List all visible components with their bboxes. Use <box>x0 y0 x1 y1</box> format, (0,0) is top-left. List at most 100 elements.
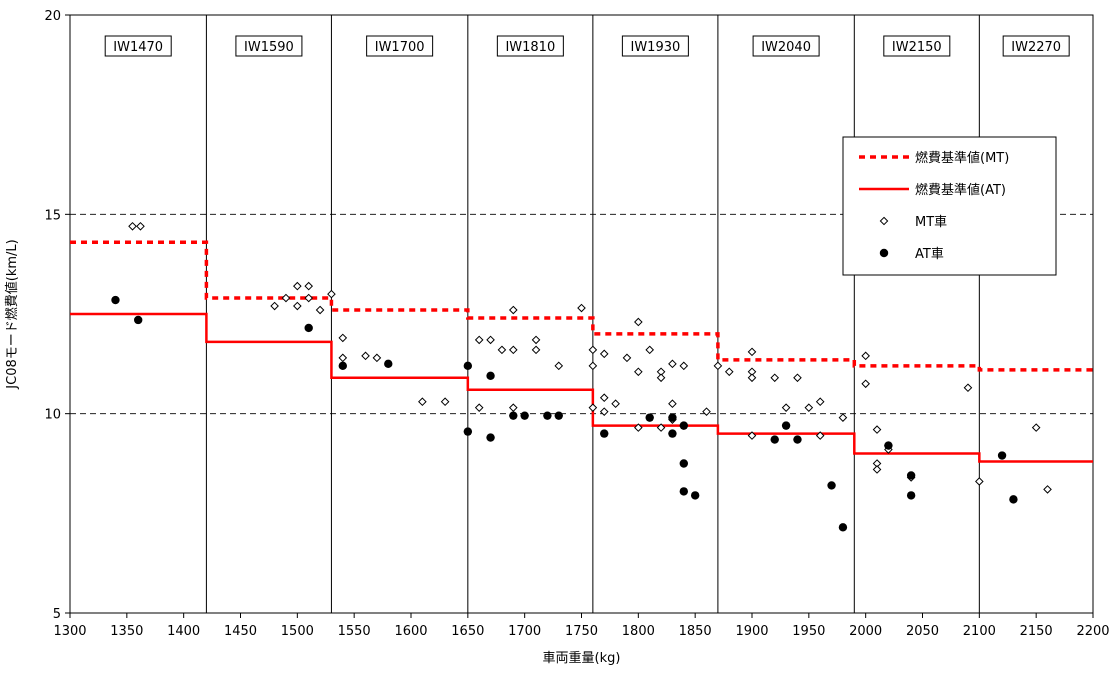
data-points-layer <box>111 221 1052 532</box>
at-car-point <box>793 435 802 444</box>
mt-car-point <box>713 361 723 371</box>
x-tick-label: 1900 <box>735 624 768 639</box>
mt-car-point <box>815 431 825 440</box>
class-label: IW2040 <box>761 40 811 55</box>
mt-car-point <box>418 397 427 407</box>
mt-car-point <box>804 403 814 412</box>
at-car-point <box>679 459 688 468</box>
mt-car-point <box>128 221 137 231</box>
class-label: IW1470 <box>113 40 163 55</box>
at-car-point <box>463 427 473 436</box>
mt-car-point <box>293 301 302 311</box>
mt-car-point <box>634 423 643 432</box>
at-car-point <box>463 361 473 371</box>
class-label: IW2150 <box>892 40 942 55</box>
mt-car-point <box>815 397 825 407</box>
mt-car-point <box>861 379 870 389</box>
mt-car-point <box>599 407 609 416</box>
at-car-point <box>781 421 791 430</box>
mt-car-point <box>781 403 791 412</box>
mt-car-point <box>293 281 302 291</box>
at-car-point <box>906 491 916 500</box>
x-tick-label: 1850 <box>679 624 712 639</box>
x-tick-label: 1700 <box>508 624 541 639</box>
mt-car-point <box>872 425 882 434</box>
mt-car-point <box>1031 423 1041 432</box>
mt-standard-line <box>70 240 1093 372</box>
mt-car-point <box>622 353 632 363</box>
x-tick-label: 2000 <box>849 624 882 639</box>
at-car-point <box>304 323 313 333</box>
mt-car-point <box>634 367 643 377</box>
at-car-point <box>668 429 677 438</box>
class-label-box <box>752 35 820 57</box>
x-tick-label: 1500 <box>281 624 314 639</box>
mt-car-point <box>747 347 757 357</box>
mt-car-point <box>270 301 279 311</box>
mt-car-point <box>679 361 689 371</box>
at-car-point <box>554 411 563 420</box>
x-tick-label: 1400 <box>167 624 200 639</box>
x-tick-label: 1650 <box>451 624 484 639</box>
mt-car-point <box>474 335 484 345</box>
class-label: IW1590 <box>244 40 294 55</box>
x-tick-label: 1950 <box>792 624 825 639</box>
mt-car-point <box>861 351 870 361</box>
mt-car-point <box>554 361 564 371</box>
class-label-box <box>496 35 564 57</box>
x-tick-label: 1550 <box>338 624 371 639</box>
y-tick-label: 10 <box>44 408 61 423</box>
at-car-point <box>679 421 688 430</box>
x-tick-label: 1600 <box>394 624 427 639</box>
mt-car-point <box>508 403 518 412</box>
at-car-point <box>543 411 552 420</box>
at-car-point <box>486 433 495 442</box>
mt-car-point <box>338 333 348 343</box>
mt-car-point <box>747 431 757 440</box>
mt-car-point <box>577 303 586 313</box>
mt-car-point <box>872 465 882 474</box>
at-car-point <box>111 295 120 305</box>
plot-area <box>69 14 1094 614</box>
mt-car-point <box>531 345 541 355</box>
at-car-point <box>679 487 688 496</box>
mt-car-point <box>634 317 643 327</box>
inertia-class-layer: IW1470 IW1590 IW1700 IW1810 IW1930 IW2040 IW21… <box>104 15 1070 613</box>
mt-car-point <box>702 407 711 416</box>
mt-car-point <box>668 359 677 369</box>
class-label-box <box>235 35 303 57</box>
mt-car-point <box>315 305 325 315</box>
legend-label: 燃費基準値(MT) <box>915 150 1009 166</box>
mt-car-point <box>474 403 484 412</box>
mt-car-point <box>975 477 984 486</box>
mt-car-point <box>486 335 495 345</box>
class-label: IW2270 <box>1011 40 1061 55</box>
mt-car-point <box>304 281 314 291</box>
mt-car-point <box>611 399 620 409</box>
at-car-point <box>668 413 677 422</box>
at-car-point <box>838 523 848 532</box>
mt-car-point <box>599 349 609 359</box>
mt-car-point <box>645 345 655 355</box>
mt-car-point <box>770 373 780 383</box>
plot-frame <box>69 14 1094 614</box>
mt-car-point <box>508 305 518 315</box>
legend: 燃費基準値(MT) 燃費基準値(AT) MT車 AT車 <box>842 136 1057 276</box>
x-axis-title: 車両重量(kg) <box>543 650 621 666</box>
at-car-point <box>600 429 609 438</box>
x-tick-label: 1450 <box>224 624 257 639</box>
y-axis-title: JC08モード燃費値(km/L) <box>4 239 20 389</box>
axis-layer: 1300 1350 1400 1450 1500 1550 1600 1650 1700 1750… <box>44 9 1109 639</box>
mt-car-point <box>588 345 598 355</box>
mt-car-point <box>724 367 734 377</box>
mt-car-point <box>304 293 314 303</box>
mt-car-point <box>588 403 598 412</box>
at-car-point <box>645 413 654 422</box>
class-label-box <box>883 35 951 57</box>
mt-car-point <box>599 393 609 403</box>
x-tick-label: 1350 <box>110 624 143 639</box>
at-car-point <box>509 411 518 420</box>
x-tick-label: 2150 <box>1020 624 1053 639</box>
